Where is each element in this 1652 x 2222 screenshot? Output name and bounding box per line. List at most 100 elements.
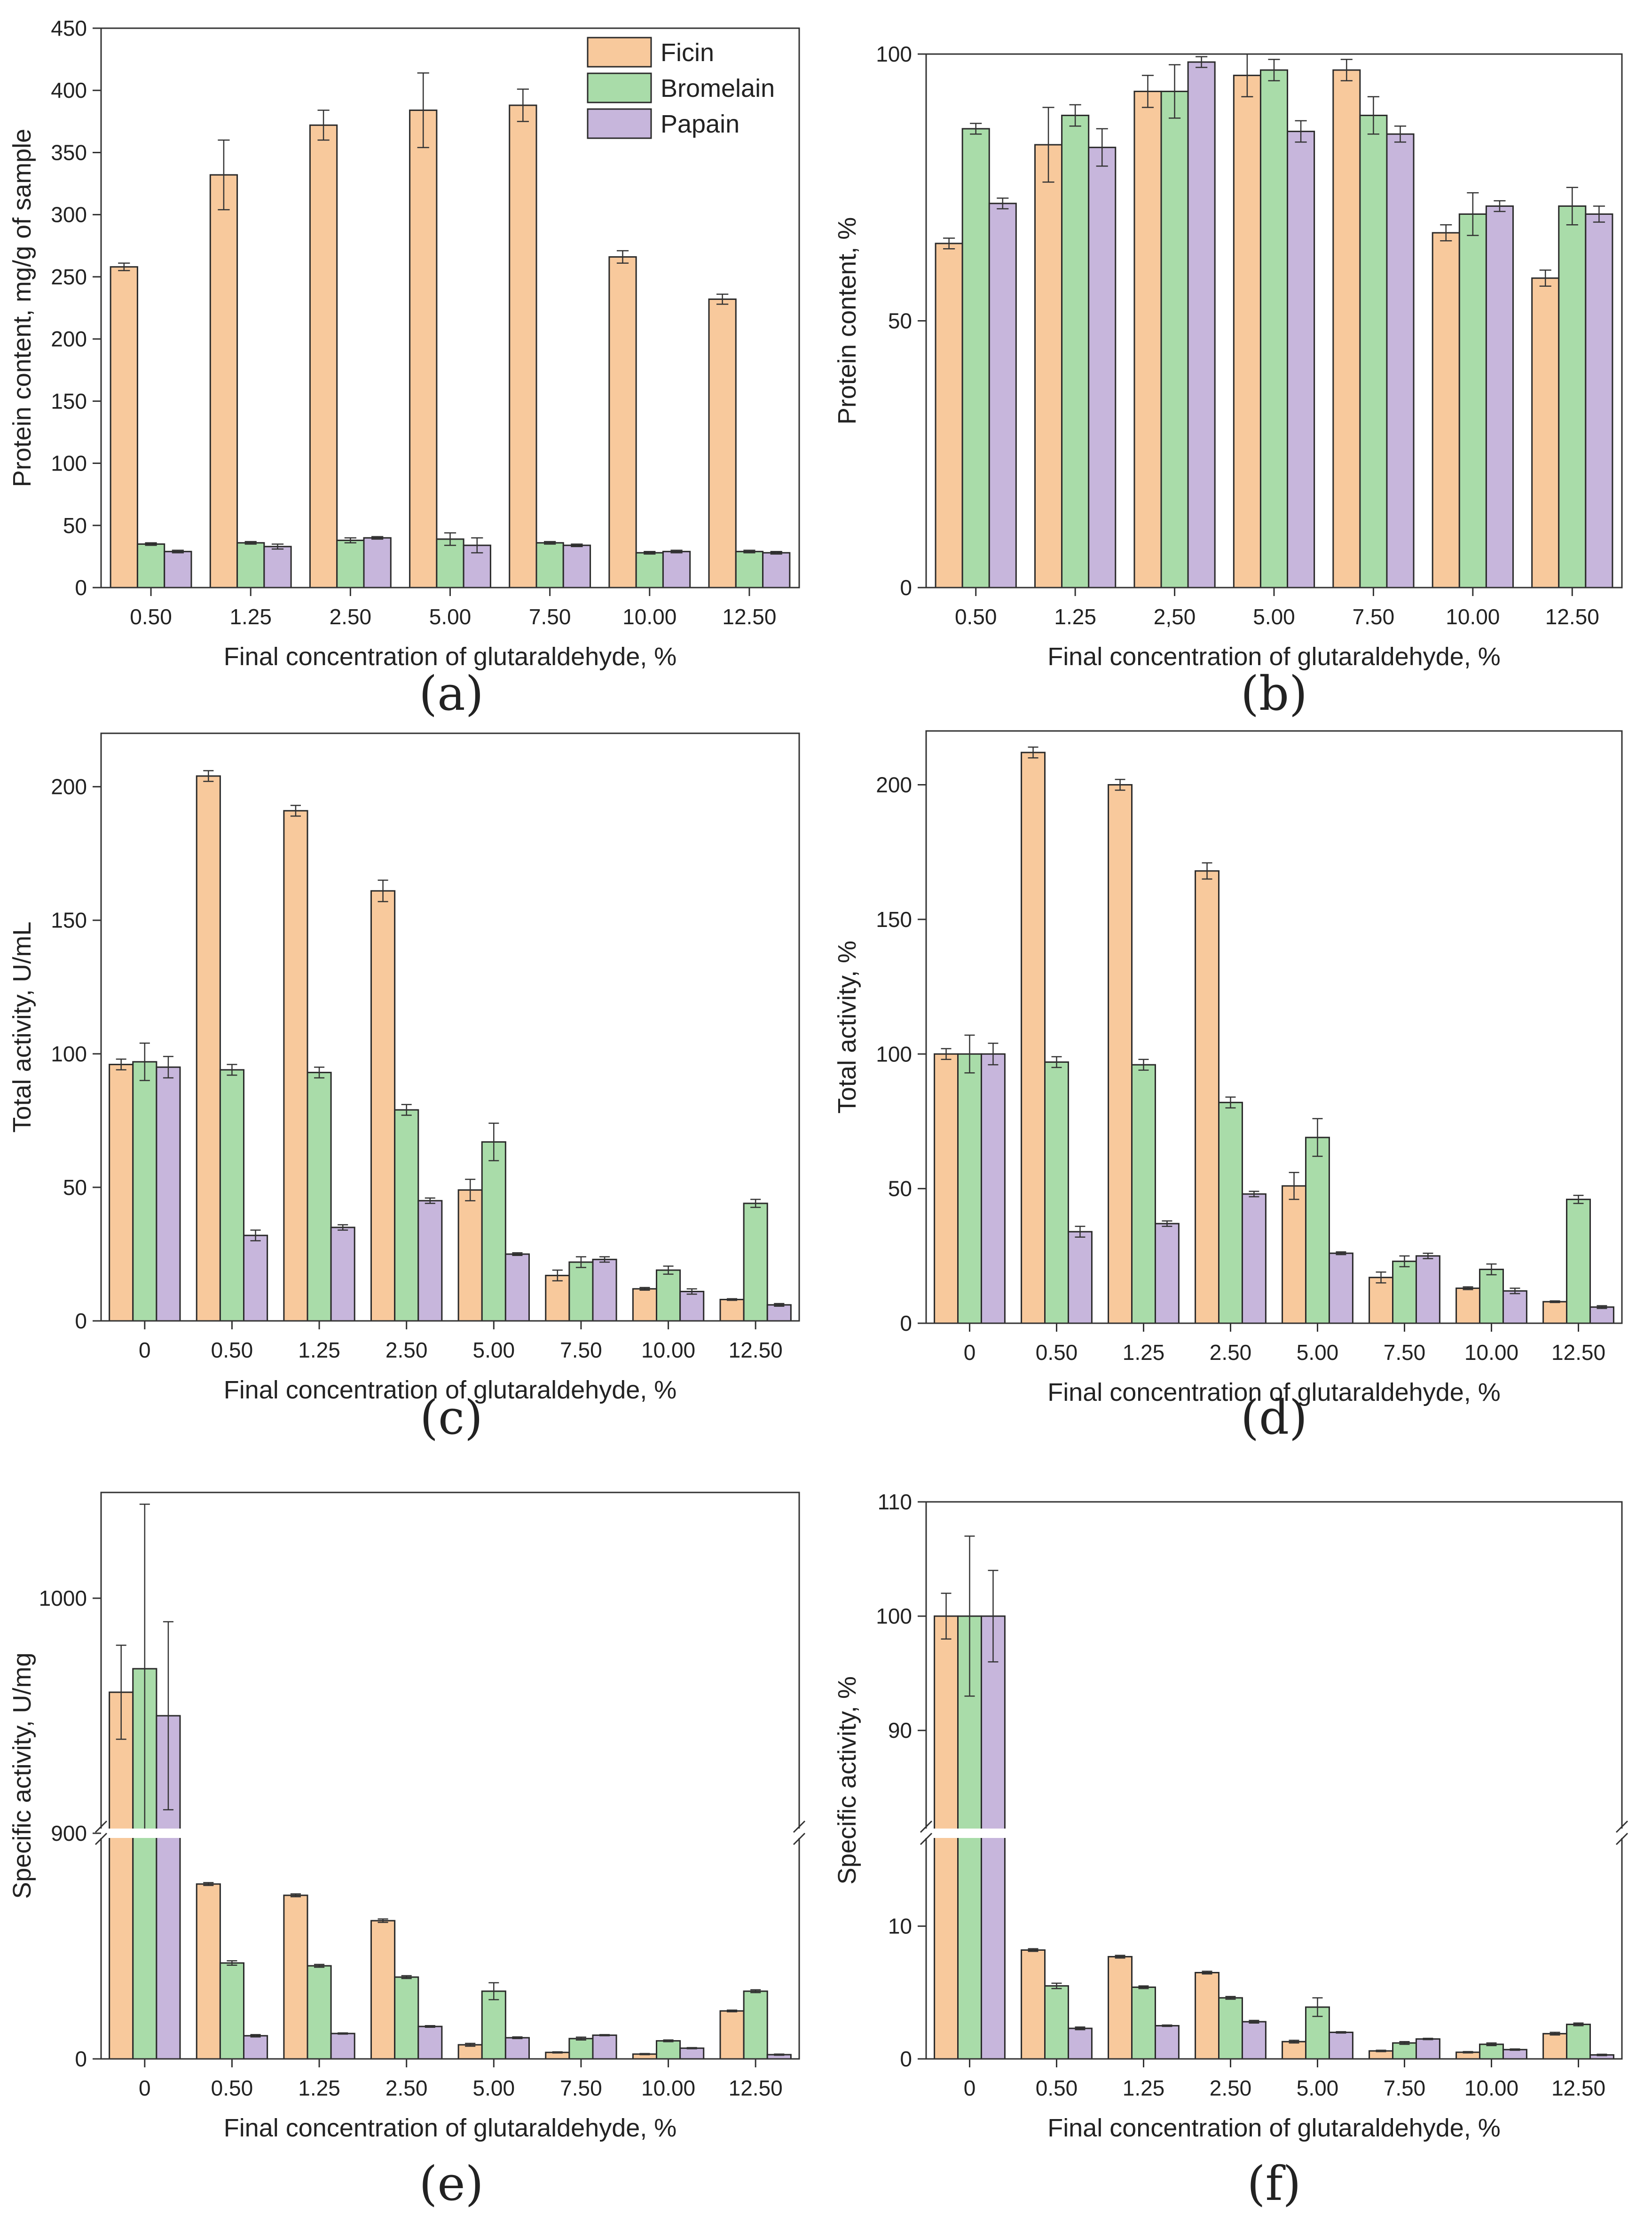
ytick-label-e-900: 900 [51, 1821, 87, 1845]
error-bar-a-bromelain-4 [544, 541, 556, 545]
bar-c-bromelain-0 [132, 1061, 157, 1322]
xtick-label-f-6: 10.00 [1464, 2076, 1518, 2100]
xtick-label-c-6: 10.00 [641, 1338, 695, 1362]
error-bar-b-papain-1 [1096, 128, 1108, 167]
xtick-label-d-3: 2.50 [1210, 1340, 1252, 1365]
error-bar-a-ficin-3 [417, 72, 429, 149]
error-bar-c-papain-0 [163, 1056, 173, 1079]
bar-c-papain-2 [330, 1226, 355, 1322]
axis-break-f [918, 1820, 1628, 1845]
bar-a-papain-0 [164, 550, 192, 589]
bar-e-ficin-3 [370, 1920, 396, 2060]
error-bar-d-ficin-0 [941, 1048, 952, 1060]
xtick-label-e-5: 7.50 [560, 2076, 602, 2100]
xtick-label-c-1: 0.50 [211, 1338, 253, 1362]
error-bar-e-papain-2 [338, 2032, 348, 2035]
error-bar-f-bromelain-7 [1573, 2022, 1584, 2026]
error-bar-f-ficin-3 [1202, 1971, 1212, 1975]
error-bar-a-ficin-5 [616, 250, 629, 264]
bar-b-ficin-0 [935, 243, 963, 589]
error-bar-b-ficin-6 [1539, 269, 1551, 287]
error-bar-b-bromelain-5 [1467, 192, 1479, 236]
error-bar-e-papain-0 [163, 1621, 173, 1811]
error-bar-d-bromelain-3 [1225, 1096, 1236, 1109]
bar-e-papain-5 [592, 2034, 617, 2060]
error-bar-e-bromelain-4 [488, 1982, 499, 2001]
y-axis-label-b: Protein content, % [833, 217, 861, 424]
bar-a-bromelain-5 [635, 552, 664, 589]
panel-letter-b: (b) [1241, 666, 1307, 721]
bar-b-papain-3 [1287, 131, 1315, 589]
error-bar-f-papain-6 [1510, 2048, 1520, 2051]
bar-f-papain-6 [1502, 2049, 1527, 2060]
error-bar-e-papain-6 [686, 2047, 697, 2049]
error-bar-d-papain-0 [988, 1043, 999, 1066]
bar-b-ficin-2 [1133, 90, 1162, 589]
x-axis-label-b: Final concentration of glutaraldehyde, % [1047, 643, 1501, 671]
error-bar-c-ficin-6 [639, 1287, 650, 1291]
error-bar-a-bromelain-5 [644, 551, 656, 555]
error-bar-c-bromelain-0 [139, 1042, 150, 1081]
xtick-label-d-7: 12.50 [1551, 1340, 1605, 1365]
error-bar-f-ficin-2 [1115, 1955, 1125, 1959]
xtick-label-f-5: 7.50 [1384, 2076, 1426, 2100]
bar-e-papain-3 [417, 2026, 443, 2060]
ytick-label-c-150: 150 [51, 908, 87, 933]
chart-panel-d: 0 50 100 150 200 0 0.50 1.25 2.50 5.00 7.50 10.00 12… [833, 730, 1623, 1445]
bar-a-ficin-6 [708, 298, 737, 589]
error-bar-c-papain-4 [512, 1252, 523, 1256]
error-bar-d-ficin-5 [1376, 1271, 1386, 1284]
ytick-label-a-400: 400 [51, 78, 87, 102]
bar-f-papain-3 [1241, 2021, 1267, 2060]
bar-d-papain-2 [1154, 1223, 1180, 1324]
error-bar-a-bromelain-0 [145, 542, 157, 546]
bar-c-ficin-0 [109, 1064, 134, 1322]
xtick-label-c-5: 7.50 [560, 1338, 602, 1362]
error-bar-e-papain-7 [774, 2053, 785, 2056]
bar-f-papain-1 [1067, 2027, 1093, 2060]
bar-f-ficin-3 [1195, 1971, 1220, 2060]
error-bar-c-ficin-7 [727, 1298, 738, 1301]
error-bar-d-papain-7 [1597, 1305, 1607, 1309]
ytick-label-a-200: 200 [51, 327, 87, 351]
bar-c-bromelain-4 [481, 1141, 506, 1322]
bar-c-ficin-3 [370, 890, 396, 1322]
error-bar-a-papain-1 [271, 543, 284, 550]
bar-f-bromelain-7 [1566, 2024, 1591, 2060]
bar-d-bromelain-2 [1131, 1064, 1156, 1324]
xtick-label-e-2: 1.25 [298, 2076, 340, 2100]
error-bar-c-ficin-2 [290, 805, 301, 817]
bar-a-papain-5 [662, 550, 691, 589]
error-bar-e-bromelain-3 [401, 1975, 412, 1979]
xtick-label-b-1: 1.25 [1054, 605, 1096, 629]
legend-label-ficin: Ficin [661, 39, 714, 67]
bar-b-bromelain-4 [1359, 115, 1388, 589]
bar-f-papain-2 [1154, 2025, 1180, 2060]
error-bar-c-bromelain-7 [750, 1199, 761, 1208]
error-bar-c-papain-5 [599, 1256, 610, 1263]
error-bar-a-papain-0 [172, 550, 184, 554]
bar-a-bromelain-3 [436, 538, 464, 589]
ytick-label-d-200: 200 [876, 773, 912, 797]
ytick-label-b-50: 50 [888, 309, 912, 333]
bar-b-papain-1 [1088, 147, 1117, 589]
error-bar-c-bromelain-2 [314, 1066, 325, 1079]
xtick-label-f-0: 0 [964, 2076, 976, 2100]
bar-d-ficin-4 [1282, 1185, 1307, 1324]
error-bar-e-papain-4 [512, 2036, 523, 2040]
error-bar-f-ficin-1 [1028, 1948, 1038, 1952]
error-bar-b-bromelain-6 [1566, 187, 1578, 226]
error-bar-c-bromelain-4 [488, 1123, 499, 1162]
error-bar-a-ficin-2 [317, 110, 330, 141]
error-bar-e-ficin-1 [203, 1882, 214, 1886]
error-bar-e-ficin-0 [116, 1644, 126, 1740]
bar-e-papain-6 [679, 2047, 705, 2060]
error-bar-a-bromelain-6 [743, 550, 755, 554]
error-bar-b-papain-0 [997, 197, 1009, 210]
y-axis-label-a: Protein content, mg/g of sample [8, 129, 36, 487]
bar-c-ficin-6 [632, 1288, 658, 1322]
error-bar-f-papain-1 [1075, 2026, 1086, 2031]
xtick-label-b-2: 2,50 [1154, 605, 1196, 629]
bar-d-bromelain-4 [1305, 1137, 1330, 1324]
chart-panel-a: 0 50 100 150 200 250 300 350 400 450 0.50 1.25 2.50 5… [8, 16, 800, 721]
